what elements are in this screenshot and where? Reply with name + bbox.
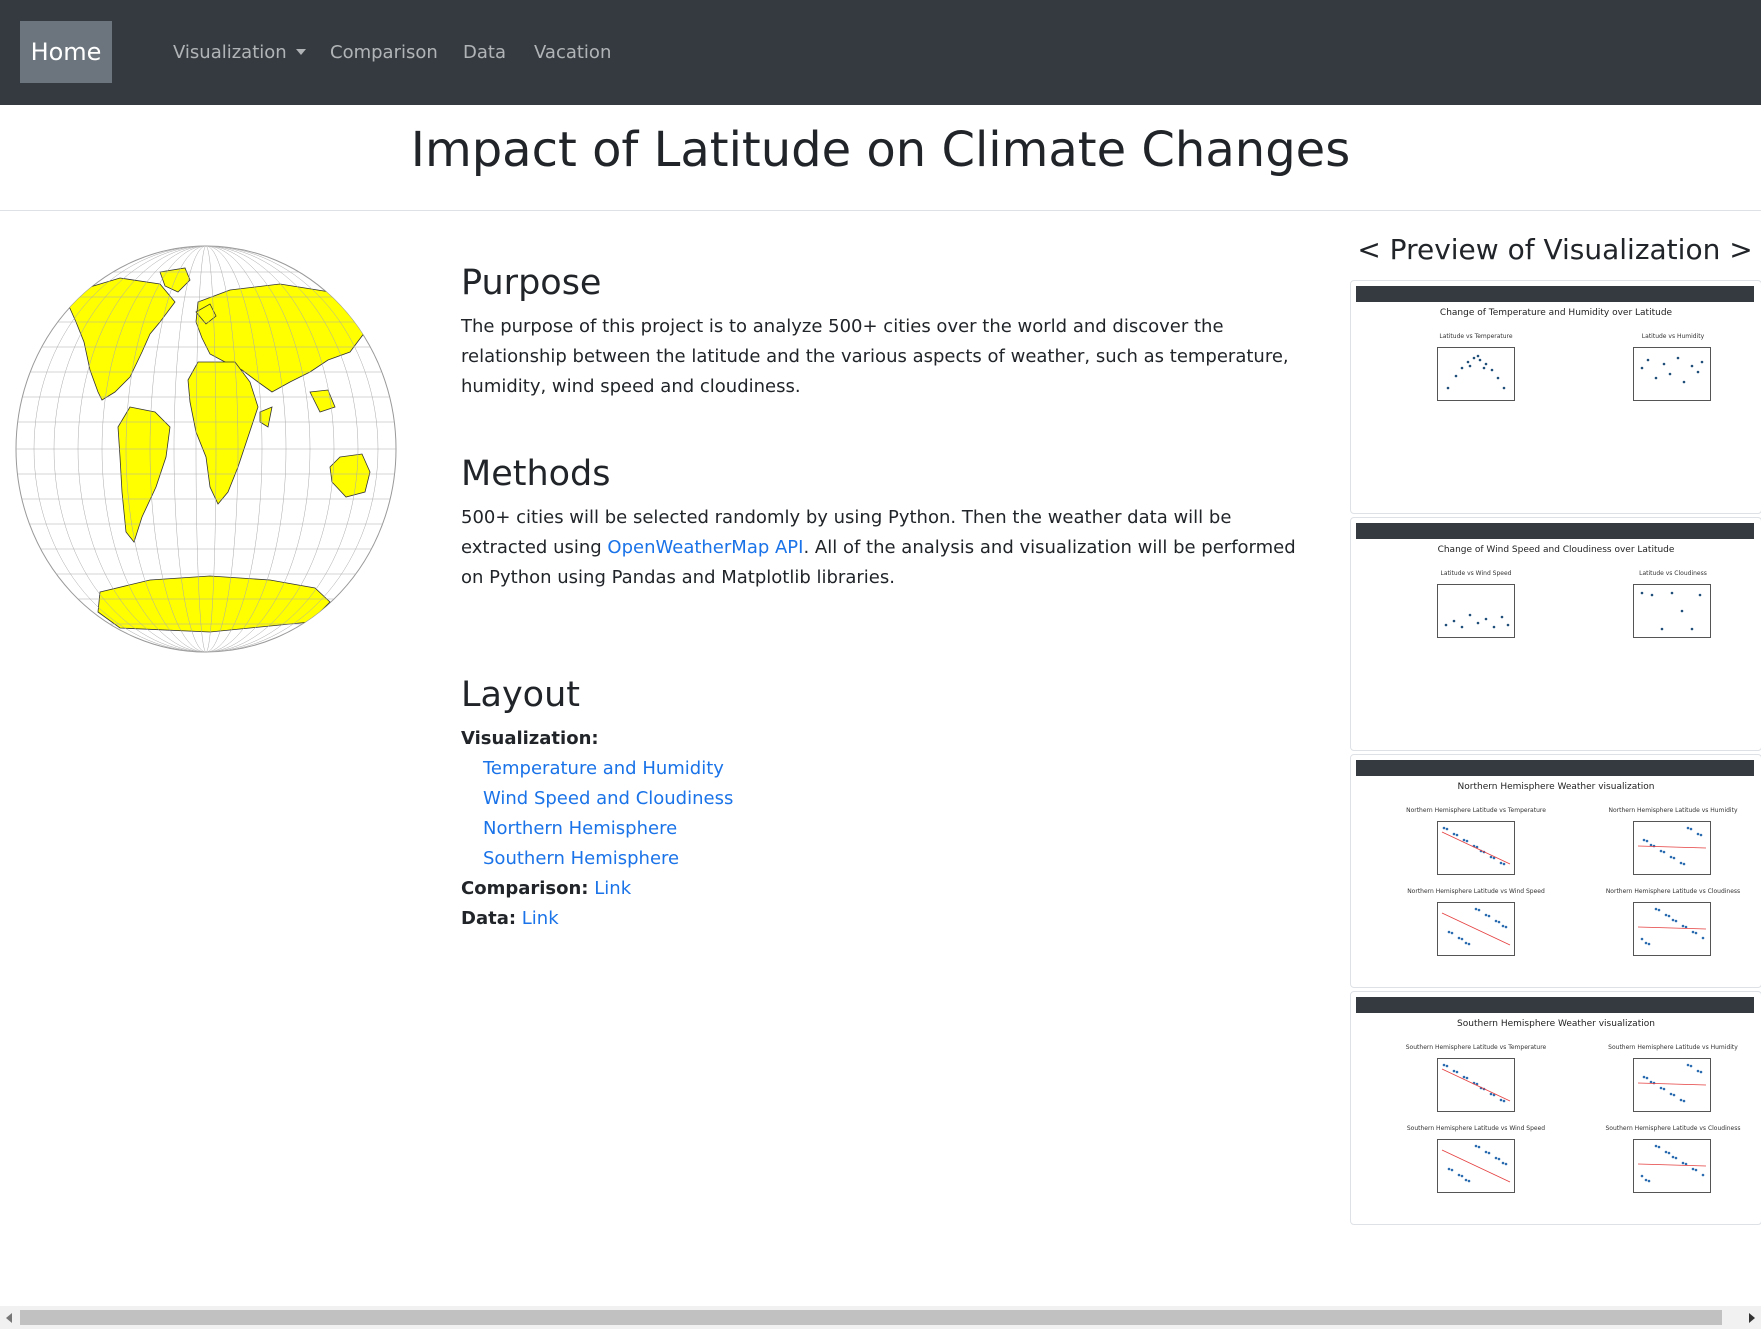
preview-card-northern-hemisphere[interactable]: Northern Hemisphere Weather visualizatio… <box>1350 754 1761 988</box>
data-link[interactable]: Link <box>522 908 559 929</box>
visualization-label: Visualization: <box>461 728 599 749</box>
chevron-down-icon <box>296 49 306 55</box>
layout-heading: Layout <box>461 674 1301 716</box>
plot-caption: Southern Hemisphere Latitude vs Wind Spe… <box>1391 1125 1561 1132</box>
page-title: Impact of Latitude on Climate Changes <box>0 118 1761 182</box>
mini-scatter-plot <box>1633 1058 1711 1112</box>
mini-scatter-plot <box>1437 1058 1515 1112</box>
southern-hemisphere-link[interactable]: Southern Hemisphere <box>483 848 679 869</box>
layout-list: Visualization: Temperature and Humidity … <box>461 724 1301 934</box>
mini-scatter-plot <box>1437 1139 1515 1193</box>
preview-title: < Preview of Visualization > <box>1355 230 1755 270</box>
mini-scatter-plot <box>1633 902 1711 956</box>
mini-scatter-plot <box>1633 821 1711 875</box>
mini-scatter-plot <box>1437 821 1515 875</box>
preview-card-title: Change of Temperature and Humidity over … <box>1351 308 1761 318</box>
preview-card-southern-hemisphere[interactable]: Southern Hemisphere Weather visualizatio… <box>1350 991 1761 1225</box>
mini-scatter-plot <box>1633 347 1711 401</box>
purpose-text: The purpose of this project is to analyz… <box>461 312 1301 402</box>
methods-section: Methods 500+ cities will be selected ran… <box>461 453 1301 593</box>
preview-card-title: Change of Wind Speed and Cloudiness over… <box>1351 545 1761 555</box>
preview-card-title: Northern Hemisphere Weather visualizatio… <box>1351 782 1761 792</box>
scroll-left-arrow-icon[interactable] <box>6 1313 12 1323</box>
data-label: Data: <box>461 908 516 929</box>
plot-caption: Northern Hemisphere Latitude vs Humidity <box>1588 807 1758 814</box>
mini-scatter-plot <box>1437 584 1515 638</box>
comparison-label: Comparison: <box>461 878 589 899</box>
plot-caption: Northern Hemisphere Latitude vs Cloudine… <box>1588 888 1758 895</box>
plot-caption: Latitude vs Temperature <box>1391 333 1561 340</box>
plot-caption: Southern Hemisphere Latitude vs Temperat… <box>1391 1044 1561 1051</box>
purpose-heading: Purpose <box>461 262 1301 304</box>
nav-home-button[interactable]: Home <box>20 21 112 83</box>
mini-navbar <box>1356 760 1754 776</box>
mini-navbar <box>1356 523 1754 539</box>
preview-card-title: Southern Hemisphere Weather visualizatio… <box>1351 1019 1761 1029</box>
methods-heading: Methods <box>461 453 1301 495</box>
methods-text: 500+ cities will be selected randomly by… <box>461 503 1301 593</box>
mini-scatter-plot <box>1633 1139 1711 1193</box>
plot-caption: Northern Hemisphere Latitude vs Wind Spe… <box>1391 888 1561 895</box>
horizontal-scrollbar[interactable] <box>0 1306 1761 1329</box>
comparison-link[interactable]: Link <box>594 878 631 899</box>
nav-vacation-link[interactable]: Vacation <box>534 40 611 66</box>
preview-card-wind-cloudiness[interactable]: Change of Wind Speed and Cloudiness over… <box>1350 517 1761 751</box>
plot-caption: Latitude vs Cloudiness <box>1588 570 1758 577</box>
scrollbar-thumb[interactable] <box>20 1310 1722 1325</box>
preview-card-temperature-humidity[interactable]: Change of Temperature and Humidity over … <box>1350 280 1761 514</box>
temperature-humidity-link[interactable]: Temperature and Humidity <box>483 758 724 779</box>
plot-caption: Southern Hemisphere Latitude vs Humidity <box>1588 1044 1758 1051</box>
wind-speed-cloudiness-link[interactable]: Wind Speed and Cloudiness <box>483 788 733 809</box>
northern-hemisphere-link[interactable]: Northern Hemisphere <box>483 818 677 839</box>
purpose-section: Purpose The purpose of this project is t… <box>461 262 1301 402</box>
plot-caption: Latitude vs Wind Speed <box>1391 570 1561 577</box>
mini-scatter-plot <box>1633 584 1711 638</box>
nav-visualization-dropdown[interactable]: Visualization <box>173 40 306 66</box>
nav-data-link[interactable]: Data <box>463 40 506 66</box>
title-divider <box>0 210 1761 211</box>
plot-caption: Northern Hemisphere Latitude vs Temperat… <box>1391 807 1561 814</box>
nav-visualization-label: Visualization <box>173 42 287 63</box>
nav-comparison-link[interactable]: Comparison <box>330 40 438 66</box>
mini-scatter-plot <box>1437 902 1515 956</box>
plot-caption: Southern Hemisphere Latitude vs Cloudine… <box>1588 1125 1758 1132</box>
plot-caption: Latitude vs Humidity <box>1588 333 1758 340</box>
mini-navbar <box>1356 997 1754 1013</box>
openweathermap-api-link[interactable]: OpenWeatherMap API <box>607 537 803 558</box>
mini-scatter-plot <box>1437 347 1515 401</box>
mini-navbar <box>1356 286 1754 302</box>
world-map-globe-image <box>10 242 402 656</box>
scroll-right-arrow-icon[interactable] <box>1749 1313 1755 1323</box>
top-navbar: Home Visualization Comparison Data Vacat… <box>0 0 1761 105</box>
layout-section: Layout Visualization: Temperature and Hu… <box>461 674 1301 934</box>
